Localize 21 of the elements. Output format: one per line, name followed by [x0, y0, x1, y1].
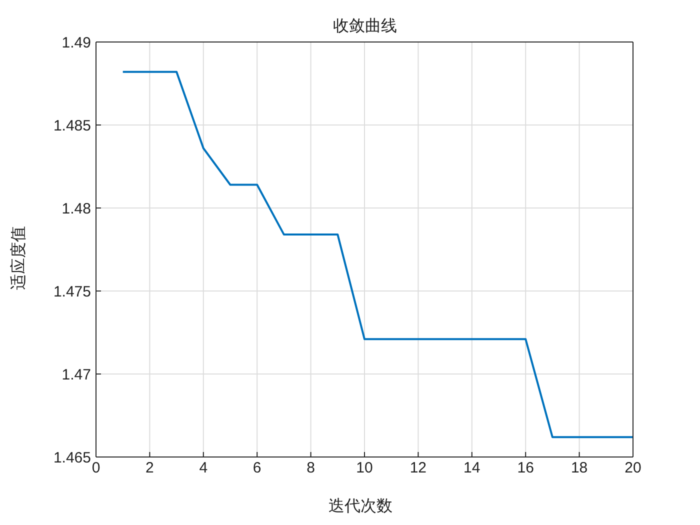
x-axis-title: 迭代次数: [328, 496, 394, 517]
x-tick-label: 20: [624, 460, 642, 477]
x-tick-label: 2: [146, 460, 154, 477]
line-series: [122, 70, 633, 438]
x-tick-label: 0: [92, 460, 100, 477]
x-tick-label: 18: [570, 460, 588, 477]
x-tick-label: 16: [517, 460, 534, 477]
y-tick-label: 1.485: [53, 117, 91, 134]
y-tick-label: 1.47: [62, 366, 91, 384]
y-tick-label: 1.475: [53, 283, 91, 300]
x-tick-label: 6: [252, 460, 262, 477]
x-tick-label: 8: [306, 460, 315, 477]
y-axis-title: 适应度值: [8, 226, 28, 290]
y-tick-label: 1.48: [62, 200, 91, 218]
x-tick-label: 10: [356, 460, 373, 477]
x-tick-label: 4: [199, 460, 208, 477]
x-tick-label: 14: [464, 460, 480, 477]
x-tick-label: 12: [410, 460, 427, 477]
y-tick-label: 1.465: [53, 449, 91, 466]
chart-title: 收敛曲线: [332, 16, 398, 37]
y-tick-label: 1.49: [62, 34, 91, 52]
